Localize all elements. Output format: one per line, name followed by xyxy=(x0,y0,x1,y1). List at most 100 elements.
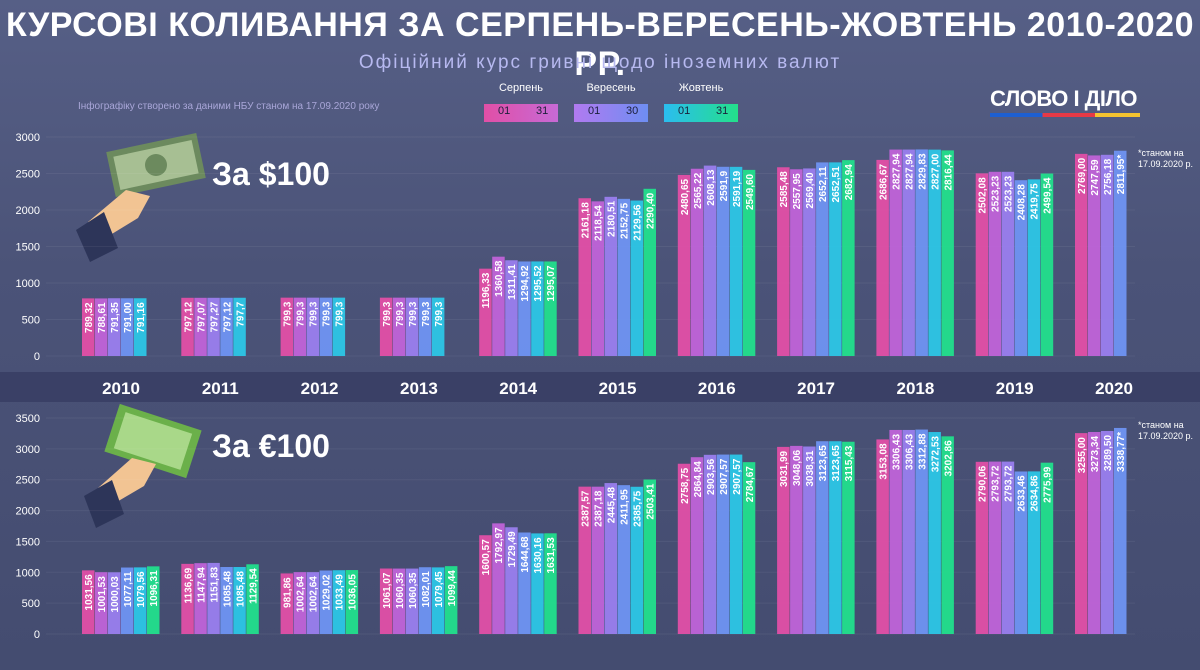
eur-bar xyxy=(518,532,531,634)
usd-bar xyxy=(816,162,829,356)
logo-underline xyxy=(990,113,1140,117)
eur-bar-value-label: 2784,67 xyxy=(745,466,756,503)
eur-bar-value-label: 2793,72 xyxy=(1004,465,1015,502)
usd-bar-value-label: 2502,08 xyxy=(978,177,989,214)
usd-bar xyxy=(1114,150,1127,356)
eur-bar xyxy=(604,483,617,634)
eur-bar-value-label: 1096,31 xyxy=(149,570,160,607)
usd-bar xyxy=(790,169,803,356)
eur-bar-value-label: 3153,08 xyxy=(878,443,889,480)
eur-bar-value-label: 1600,57 xyxy=(481,539,492,576)
usd-bar xyxy=(578,198,591,356)
logo: СЛОВО І ДІЛО xyxy=(990,86,1138,111)
eur-bar-value-label: 3312,88 xyxy=(917,433,928,470)
legend-oct-box xyxy=(664,104,738,122)
eur-bar xyxy=(941,436,954,634)
usd-bar xyxy=(1014,180,1028,356)
usd-bar xyxy=(915,149,928,356)
usd-bar-value-label: 2129,56 xyxy=(633,204,644,241)
usd-bar xyxy=(902,149,915,356)
usd-bar-value-label: 2747,59 xyxy=(1090,159,1101,196)
source-note: Інфографіку створено за даними НБУ стано… xyxy=(78,101,380,112)
usd-category-label: 2010 xyxy=(102,379,140,398)
eur-bar-value-label: 1060,35 xyxy=(408,572,419,609)
usd-bar xyxy=(876,159,889,356)
legend-oct-label: Жовтень xyxy=(678,82,724,94)
eur-bar xyxy=(531,533,544,634)
legend-aug-d2: 31 xyxy=(536,105,549,117)
usd-bar-value-label: 799,3 xyxy=(382,301,393,326)
usd-bar xyxy=(220,297,233,356)
usd-bar-value-label: 2118,54 xyxy=(594,205,605,241)
eur-bar-value-label: 1060,35 xyxy=(395,572,406,609)
eur-bar-value-label: 981,86 xyxy=(283,577,294,608)
usd-bar xyxy=(332,297,346,356)
usd-bar-value-label: 1295,52 xyxy=(533,265,544,302)
usd-bar-value-label: 2608,13 xyxy=(706,169,717,206)
eur-bar xyxy=(418,567,432,634)
chart-eur-title: За €100 xyxy=(212,428,330,464)
usd-bar-value-label: 791,35 xyxy=(110,302,121,333)
usd-bar-value-label: 2816,44 xyxy=(943,154,954,191)
usd-bar xyxy=(306,297,320,356)
usd-bar-value-label: 2756,18 xyxy=(1103,158,1114,195)
legend-oct-d1: 01 xyxy=(678,105,691,117)
usd-bar-value-label: 1295,07 xyxy=(546,265,557,302)
usd-bar xyxy=(988,171,1002,356)
usd-category-label: 2018 xyxy=(896,379,934,398)
eur-bar xyxy=(345,570,359,634)
usd-category-label: 2012 xyxy=(301,379,339,398)
usd-category-label: 2016 xyxy=(698,379,736,398)
usd-bar xyxy=(716,166,730,356)
usd-bar xyxy=(1101,154,1114,356)
eur-bar xyxy=(332,570,346,634)
eur-bar-value-label: 3123,65 xyxy=(818,445,829,482)
usd-bar xyxy=(233,297,246,356)
chart-usd-note: *станом на 17.09.2020 р. xyxy=(1138,148,1194,169)
usd-bar-value-label: 2180,51 xyxy=(607,200,618,237)
usd-bar xyxy=(518,261,531,356)
usd-bar-value-label: 2549,60 xyxy=(745,173,756,210)
eur-bar-value-label: 3306,43 xyxy=(891,434,902,471)
eur-bar xyxy=(82,570,95,634)
usd-bar-value-label: 799,3 xyxy=(335,301,346,326)
usd-bar xyxy=(643,188,656,356)
eur-bar-value-label: 3272,53 xyxy=(930,436,941,473)
dollar-bill-icon xyxy=(76,132,206,262)
eur-bar-value-label: 2793,72 xyxy=(991,465,1002,502)
usd-bar-value-label: 2499,54 xyxy=(1043,177,1054,214)
eur-bar xyxy=(816,441,829,634)
legend-sep-box xyxy=(574,104,648,122)
usd-y-tick-label: 0 xyxy=(34,351,40,363)
legend-aug-d1: 01 xyxy=(498,105,511,117)
legend-aug-box xyxy=(484,104,558,122)
eur-bar-value-label: 1061,07 xyxy=(382,572,393,609)
eur-bar xyxy=(690,457,704,634)
legend-sep-d2: 30 xyxy=(626,105,639,117)
eur-bar xyxy=(1001,461,1015,634)
usd-bar xyxy=(134,298,147,356)
eur-bar-value-label: 1631,53 xyxy=(546,537,557,574)
usd-bar-value-label: 799,3 xyxy=(395,301,406,326)
usd-bar-value-label: 2652,51 xyxy=(831,166,842,203)
usd-bar xyxy=(405,297,419,356)
usd-bar-value-label: 799,3 xyxy=(421,301,432,326)
eur-bar-value-label: 1729,49 xyxy=(507,531,518,568)
eur-bar xyxy=(617,485,630,634)
eur-bar xyxy=(876,439,889,634)
usd-bar xyxy=(194,297,207,356)
eur-bar xyxy=(578,486,591,634)
usd-bar xyxy=(604,196,617,356)
eur-bar-value-label: 3202,86 xyxy=(943,440,954,477)
usd-bar xyxy=(703,165,717,356)
eur-bar-value-label: 1029,02 xyxy=(322,574,333,611)
usd-bar xyxy=(544,261,557,356)
eur-bar xyxy=(1040,462,1054,634)
eur-bar-value-label: 1036,05 xyxy=(348,574,359,611)
eur-bar-value-label: 1147,94 xyxy=(196,567,207,603)
usd-bar xyxy=(505,260,518,356)
usd-bar-value-label: 2591,9 xyxy=(719,170,730,201)
eur-bar xyxy=(246,564,259,634)
usd-bar-value-label: 1196,33 xyxy=(481,272,492,308)
usd-category-label: 2015 xyxy=(599,379,637,398)
